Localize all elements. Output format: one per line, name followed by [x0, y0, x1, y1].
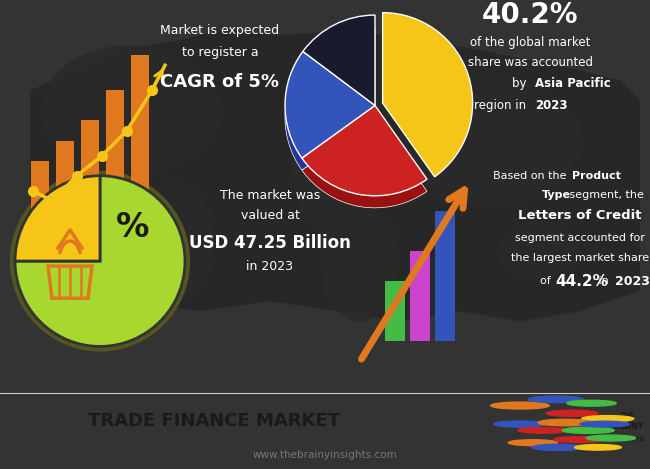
Circle shape: [580, 421, 629, 427]
Circle shape: [528, 396, 583, 402]
Text: Letters of Credit: Letters of Credit: [518, 209, 642, 222]
Text: of: of: [540, 276, 554, 286]
Text: INSIGHTS: INSIGHTS: [610, 437, 644, 442]
Text: by: by: [512, 77, 530, 90]
Text: share was accounted: share was accounted: [467, 56, 593, 69]
Circle shape: [562, 427, 614, 433]
Bar: [106, 91, 124, 221]
Polygon shape: [30, 30, 640, 321]
Text: 2023: 2023: [615, 275, 650, 287]
Bar: [56, 141, 74, 221]
Text: www.thebrainyinsights.com: www.thebrainyinsights.com: [253, 450, 397, 460]
Text: BRAINY: BRAINY: [611, 422, 644, 431]
Text: in: in: [595, 276, 612, 286]
Ellipse shape: [500, 221, 580, 281]
Circle shape: [546, 410, 598, 416]
Text: to register a: to register a: [182, 45, 258, 59]
Bar: [81, 121, 99, 221]
Text: TRADE FINANCE MARKET: TRADE FINANCE MARKET: [88, 412, 341, 430]
Text: Asia Pacific: Asia Pacific: [535, 77, 611, 90]
Ellipse shape: [40, 45, 220, 176]
Text: Product: Product: [572, 171, 621, 181]
Wedge shape: [15, 176, 100, 261]
Circle shape: [582, 416, 634, 422]
Wedge shape: [15, 176, 185, 347]
Circle shape: [491, 402, 549, 409]
Text: 40.2%: 40.2%: [482, 1, 578, 29]
Bar: [435, 211, 455, 341]
Text: 2023: 2023: [535, 99, 567, 112]
Circle shape: [554, 437, 603, 443]
Wedge shape: [302, 106, 427, 196]
Text: CAGR of 5%: CAGR of 5%: [161, 73, 280, 91]
Text: of the global market: of the global market: [470, 36, 590, 49]
Bar: [31, 161, 49, 221]
Circle shape: [518, 427, 567, 433]
Text: valued at: valued at: [240, 209, 300, 222]
Text: %: %: [116, 212, 150, 244]
Circle shape: [508, 440, 558, 446]
Wedge shape: [303, 27, 375, 117]
Ellipse shape: [135, 181, 215, 301]
Bar: [410, 251, 430, 341]
Wedge shape: [383, 13, 473, 177]
Ellipse shape: [400, 76, 580, 206]
Text: Based on the: Based on the: [493, 171, 570, 181]
Circle shape: [575, 445, 621, 450]
Text: THE: THE: [619, 412, 635, 418]
Wedge shape: [285, 63, 375, 170]
Ellipse shape: [320, 201, 400, 321]
Circle shape: [532, 444, 584, 450]
Circle shape: [494, 421, 546, 427]
Ellipse shape: [290, 80, 390, 241]
Text: Type: Type: [542, 190, 571, 200]
Text: in 2023: in 2023: [246, 260, 294, 272]
Circle shape: [538, 419, 593, 426]
Text: USD 47.25 Billion: USD 47.25 Billion: [189, 234, 351, 252]
Text: segment accounted for: segment accounted for: [515, 233, 645, 243]
Circle shape: [567, 400, 616, 406]
Text: The market was: The market was: [220, 189, 320, 202]
Wedge shape: [302, 117, 427, 208]
Text: Market is expected: Market is expected: [161, 23, 280, 37]
Wedge shape: [303, 15, 375, 106]
Text: the largest market share: the largest market share: [511, 253, 649, 263]
Circle shape: [586, 435, 636, 441]
Text: segment, the: segment, the: [566, 190, 644, 200]
Bar: [131, 55, 149, 221]
Bar: [385, 281, 405, 341]
Wedge shape: [285, 52, 375, 158]
Text: region in: region in: [474, 99, 530, 112]
Text: 44.2%: 44.2%: [555, 273, 608, 288]
